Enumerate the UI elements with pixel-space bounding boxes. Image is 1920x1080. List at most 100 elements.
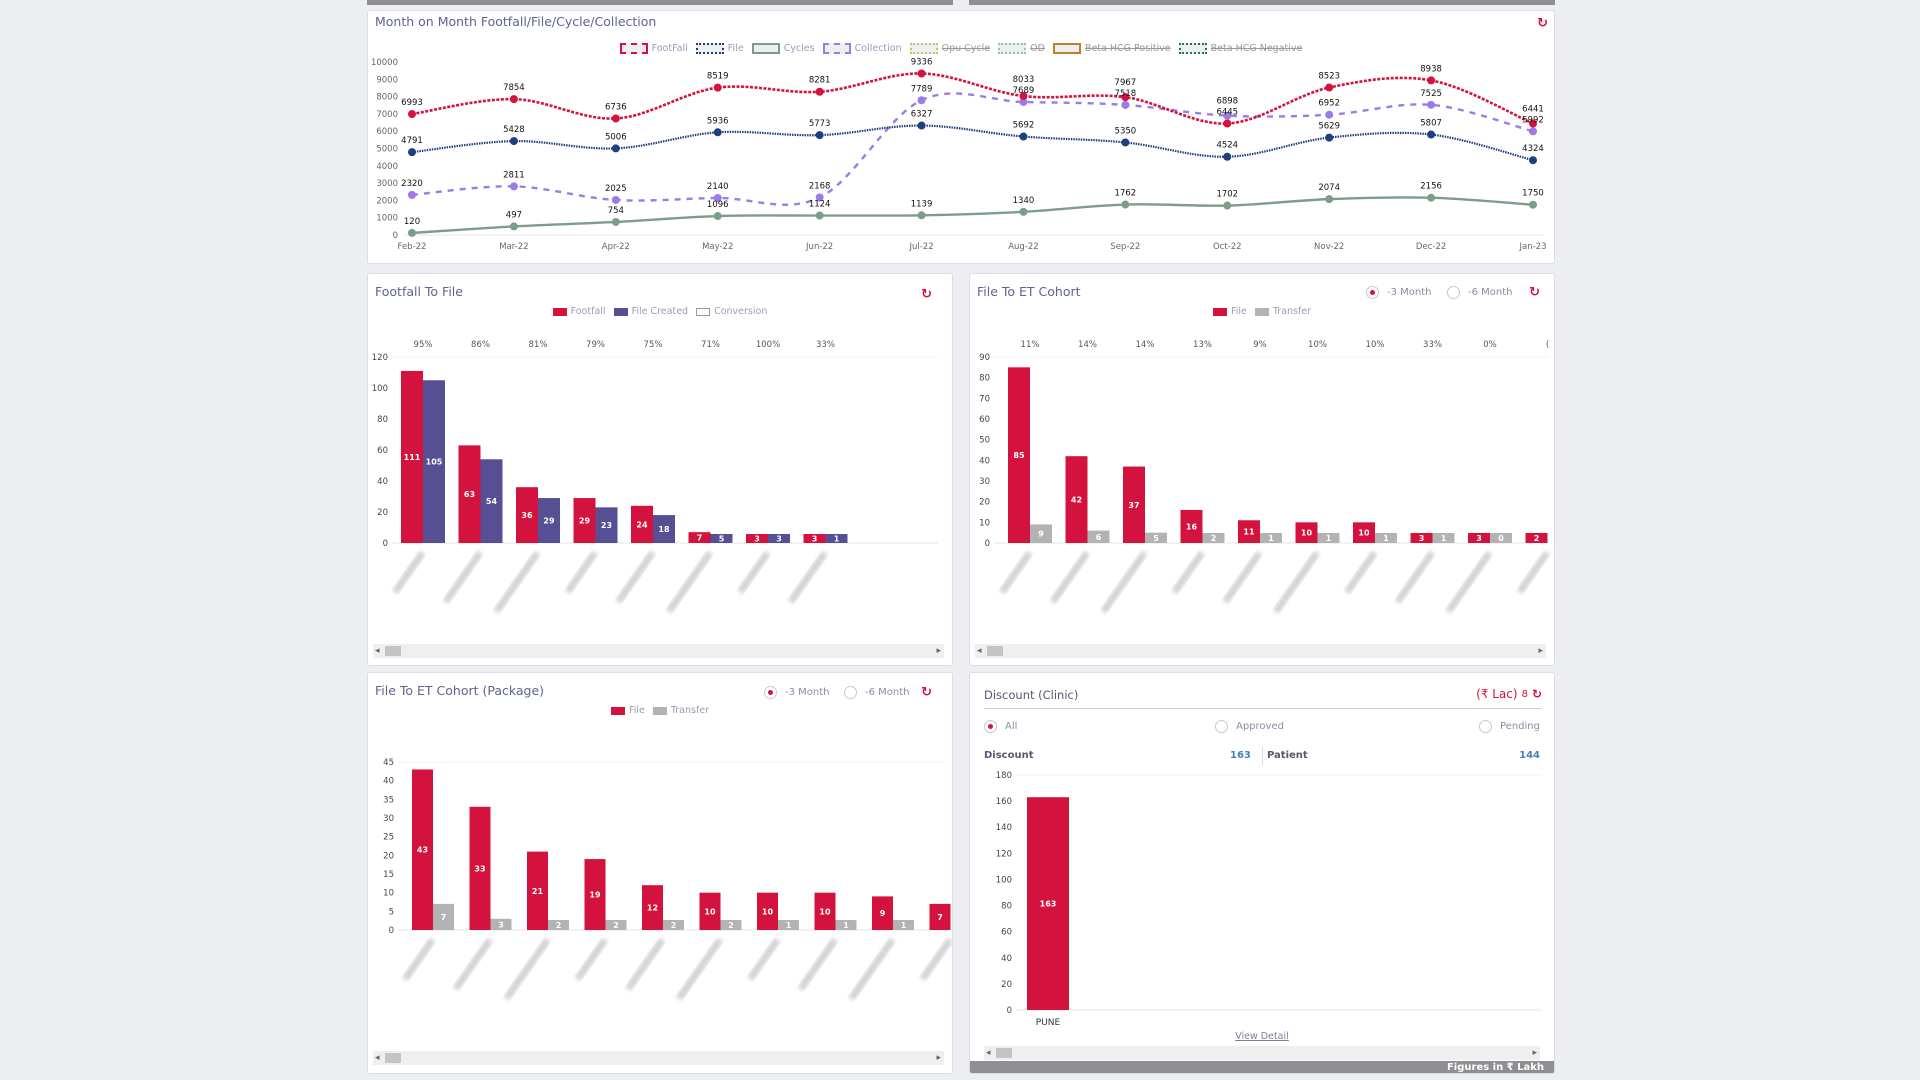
legend-swatch: [1212, 307, 1227, 316]
horizontal-scrollbar[interactable]: ◂ ▸: [373, 1051, 944, 1065]
legend-item[interactable]: File: [610, 705, 645, 716]
legend-item[interactable]: Beta HCG Negative: [1178, 43, 1302, 54]
data-label: 1702: [1216, 190, 1238, 200]
data-point: [1223, 119, 1232, 128]
bar-footfall: [516, 487, 538, 543]
y-tick-label: 40: [979, 456, 990, 466]
radio-selected-icon[interactable]: [764, 686, 777, 699]
scroll-left-icon[interactable]: ◂: [986, 1048, 991, 1058]
refresh-icon[interactable]: ↻: [1529, 285, 1540, 300]
y-tick-label: 90: [979, 353, 990, 363]
refresh-icon[interactable]: ↻: [921, 287, 932, 302]
data-point: [611, 217, 620, 226]
previous-panel-scrollbar[interactable]: [969, 0, 1555, 5]
scroll-right-icon[interactable]: ▸: [936, 1053, 941, 1063]
legend-item[interactable]: Opu Cycle: [909, 43, 990, 54]
radio-all[interactable]: All: [984, 720, 1017, 733]
legend-swatch: [998, 43, 1027, 54]
bar-value-label: 2: [728, 921, 734, 930]
scroll-thumb[interactable]: [987, 646, 1003, 656]
radio-unselected-icon[interactable]: [1447, 286, 1460, 299]
horizontal-scrollbar[interactable]: ◂ ▸: [984, 1046, 1540, 1060]
legend-swatch: [751, 43, 780, 54]
radio-pending[interactable]: Pending: [1479, 720, 1540, 733]
scroll-thumb[interactable]: [385, 646, 401, 656]
legend-item[interactable]: Footfall: [552, 306, 606, 317]
legend-item[interactable]: Transfer: [652, 705, 709, 716]
scroll-right-icon[interactable]: ▸: [1532, 1048, 1537, 1058]
legend-item[interactable]: File: [695, 43, 744, 54]
radio-3-month[interactable]: -3 Month: [764, 686, 830, 699]
radio-unselected-icon[interactable]: [1479, 720, 1492, 733]
horizontal-scrollbar[interactable]: ◂ ▸: [373, 644, 944, 658]
x-tick-label-blurred: [919, 937, 952, 982]
scroll-thumb[interactable]: [996, 1048, 1012, 1058]
scroll-left-icon[interactable]: ◂: [375, 646, 380, 656]
bar-file: [412, 769, 433, 930]
previous-panel-scrollbar[interactable]: [367, 0, 953, 5]
radio-selected-icon[interactable]: [1366, 286, 1379, 299]
bar-value-label: 33: [474, 864, 485, 873]
radio-label: All: [1005, 721, 1018, 732]
bar-transfer: [1260, 533, 1282, 543]
legend-item[interactable]: File Created: [613, 306, 688, 317]
data-point: [917, 211, 926, 220]
scroll-right-icon[interactable]: ▸: [936, 646, 941, 656]
legend-swatch: [695, 43, 724, 54]
refresh-icon[interactable]: ↻: [921, 685, 932, 700]
x-tick-label-blurred: [1394, 550, 1435, 604]
y-tick-label: 60: [1001, 928, 1012, 938]
x-tick-label-blurred: [665, 550, 713, 614]
y-tick-label: 0: [1007, 1006, 1012, 1016]
bar-value-label: 23: [601, 521, 612, 530]
y-tick-label: 80: [979, 374, 990, 384]
radio-unselected-icon[interactable]: [844, 686, 857, 699]
legend-item[interactable]: OD: [998, 43, 1045, 54]
x-tick-label-blurred: [574, 937, 608, 982]
radio-approved[interactable]: Approved: [1215, 720, 1284, 733]
refresh-icon[interactable]: ↻: [1531, 687, 1542, 701]
radio-6-month[interactable]: -6 Month: [844, 686, 910, 699]
scroll-right-icon[interactable]: ▸: [1538, 646, 1543, 656]
legend-item[interactable]: File: [1212, 306, 1247, 317]
horizontal-scrollbar[interactable]: ◂ ▸: [975, 644, 1546, 658]
bar-file: [1238, 520, 1260, 543]
data-point: [408, 228, 416, 237]
conversion-label: 0%: [1483, 340, 1497, 350]
refresh-icon[interactable]: ↻: [1537, 16, 1548, 31]
x-tick-label-blurred: [1516, 550, 1550, 595]
legend-item[interactable]: Conversion: [696, 306, 767, 317]
bar-file-created: [538, 498, 560, 543]
radio-label: -6 Month: [1468, 287, 1513, 298]
radio-selected-icon[interactable]: [984, 720, 997, 733]
bar-transfer: [1317, 533, 1340, 543]
bar-value-label: 10: [1358, 529, 1370, 538]
legend-label: File: [1230, 306, 1247, 317]
bar-file-created: [653, 515, 675, 543]
radio-3-month[interactable]: -3 Month: [1366, 286, 1432, 299]
data-label: 8523: [1318, 72, 1340, 82]
scroll-left-icon[interactable]: ◂: [977, 646, 982, 656]
legend-item[interactable]: FootFall: [619, 43, 688, 54]
chart-legend: FootFall File Cycles Collection Opu Cycle OD B…: [368, 43, 1554, 54]
y-tick-label: 10: [383, 889, 394, 899]
bar-value-label: 2: [556, 921, 562, 930]
x-tick-label: Apr-22: [602, 242, 630, 252]
x-tick-label: Feb-22: [398, 242, 427, 252]
data-point: [713, 212, 722, 221]
bar-value-label: 12: [647, 904, 658, 913]
y-tick-label: 140: [996, 823, 1012, 833]
legend-label: Conversion: [714, 306, 768, 317]
view-detail-link[interactable]: View Detail: [1235, 1031, 1289, 1042]
legend-item[interactable]: Cycles: [751, 43, 815, 54]
y-tick-label: 10000: [371, 58, 398, 68]
legend-item[interactable]: Collection: [822, 43, 902, 54]
scroll-left-icon[interactable]: ◂: [375, 1053, 380, 1063]
conversion-label: 9%: [1253, 340, 1267, 350]
radio-unselected-icon[interactable]: [1215, 720, 1228, 733]
legend-item[interactable]: Beta HCG Positive: [1052, 43, 1171, 54]
scroll-thumb[interactable]: [385, 1053, 401, 1063]
radio-6-month[interactable]: -6 Month: [1447, 286, 1513, 299]
legend-item[interactable]: Transfer: [1254, 306, 1311, 317]
data-point: [713, 128, 722, 137]
